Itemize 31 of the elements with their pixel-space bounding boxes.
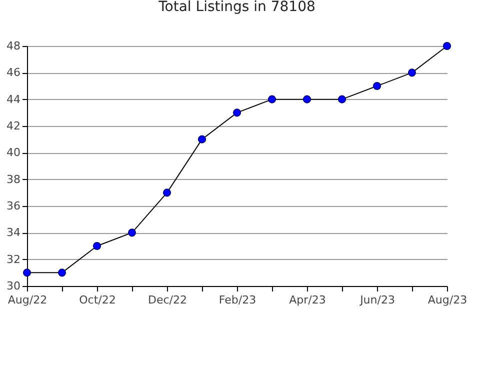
x-tick-label: Jun/23	[359, 294, 395, 306]
point	[92, 242, 102, 250]
point	[162, 188, 172, 197]
point	[232, 108, 242, 117]
point	[442, 42, 452, 50]
y-tick-label: 32	[6, 252, 20, 266]
x-tick-label: Oct/22	[79, 294, 116, 306]
x-tick-label: Dec/22	[148, 294, 187, 306]
point	[198, 135, 206, 144]
x-tick-label: Apr/23	[289, 294, 326, 306]
x-tick-label: Aug/23	[428, 294, 468, 306]
y-tick-label: 30	[6, 280, 20, 292]
y-tick-label: 44	[6, 92, 20, 106]
chart-title: Total Listings in 78108	[158, 0, 316, 15]
point	[128, 228, 136, 237]
x-tick-label: Feb/23	[218, 294, 256, 306]
y-tick-label: 36	[6, 200, 20, 212]
point	[372, 82, 382, 90]
y-tick-label: 38	[6, 172, 20, 186]
point	[58, 268, 66, 277]
point	[302, 95, 312, 104]
y-tick-label: 46	[6, 66, 20, 80]
y-tick-label: 40	[6, 146, 20, 160]
point	[268, 95, 276, 104]
y-tick-label: 42	[6, 120, 20, 132]
x-tick-label: Aug/22	[8, 294, 48, 306]
point	[338, 95, 346, 104]
y-tick-label: 48	[6, 40, 20, 52]
point	[22, 268, 32, 277]
point	[408, 68, 416, 77]
y-tick-label: 34	[6, 226, 20, 240]
